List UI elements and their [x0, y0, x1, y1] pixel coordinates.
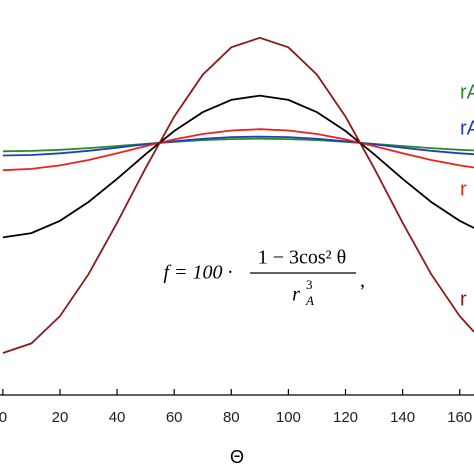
x-tick-label: 40: [109, 409, 126, 426]
legend-label: r: [460, 178, 467, 200]
x-tick-label: 100: [276, 409, 301, 426]
legend-label: rA: [460, 117, 474, 139]
series-line: [2, 128, 474, 172]
x-axis-label: Θ: [230, 447, 244, 467]
formula-denominator: r: [292, 284, 300, 306]
formula-numerator: 1 − 3cos² θ: [258, 247, 347, 269]
formula: f = 100 · 1 − 3cos² θ r A 3 ,: [163, 247, 365, 308]
x-tick-label: 160: [447, 409, 472, 426]
series-line: [2, 36, 474, 354]
formula-denominator-sub: A: [305, 293, 314, 308]
x-tick-label: 120: [333, 409, 358, 426]
formula-denominator-sup: 3: [306, 277, 313, 292]
series-line: [2, 137, 474, 153]
x-tick-label: 0: [0, 409, 7, 426]
x-tick-label: 20: [52, 409, 69, 426]
x-tick-label: 80: [223, 409, 240, 426]
series-line: [2, 135, 474, 157]
series-line: [2, 94, 474, 239]
formula-tail: ,: [360, 270, 365, 292]
x-tick-label: 60: [166, 409, 183, 426]
x-tick-label: 140: [390, 409, 415, 426]
formula-lhs: f = 100 ·: [163, 262, 232, 284]
legend-label: r: [460, 288, 467, 310]
legend-label: rA: [460, 81, 474, 103]
